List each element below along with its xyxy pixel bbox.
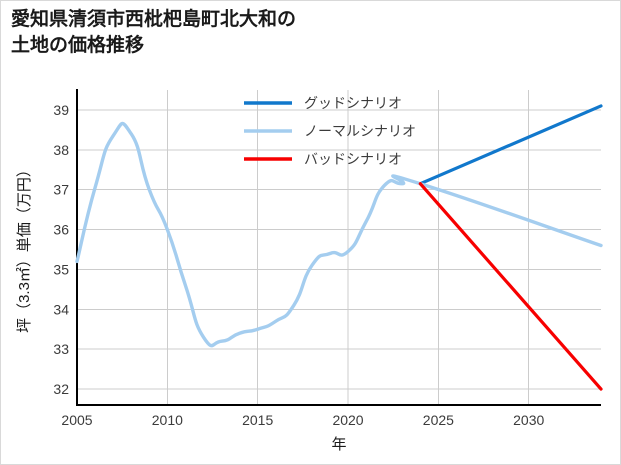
y-tick-label: 38: [53, 142, 69, 158]
x-axis-title: 年: [331, 436, 346, 453]
series-line: [418, 182, 603, 391]
x-tick-label: 2020: [332, 412, 363, 428]
series-line: [75, 121, 603, 348]
x-tick-label: 2010: [152, 412, 183, 428]
chart-title: 愛知県清須市西枇杷島町北大和の 土地の価格推移: [11, 9, 297, 57]
y-axis-title: 坪（3.3㎡）単価（万円）: [16, 162, 33, 333]
x-tick-label: 2025: [423, 412, 454, 428]
legend-label: バッドシナリオ: [304, 151, 402, 167]
y-tick-label: 34: [53, 301, 69, 317]
y-tick-label: 36: [53, 222, 69, 238]
y-tick-label: 39: [53, 102, 69, 118]
series-line: [418, 104, 603, 186]
legend-label: グッドシナリオ: [304, 95, 402, 111]
legend-label: ノーマルシナリオ: [304, 123, 416, 139]
x-tick-label: 2015: [242, 412, 273, 428]
y-tick-label: 33: [53, 341, 69, 357]
y-tick-label: 35: [53, 261, 69, 277]
x-tick-label: 2005: [61, 412, 92, 428]
y-tick-label: 37: [53, 182, 69, 198]
x-tick-label: 2030: [513, 412, 544, 428]
y-tick-label: 32: [53, 381, 69, 397]
